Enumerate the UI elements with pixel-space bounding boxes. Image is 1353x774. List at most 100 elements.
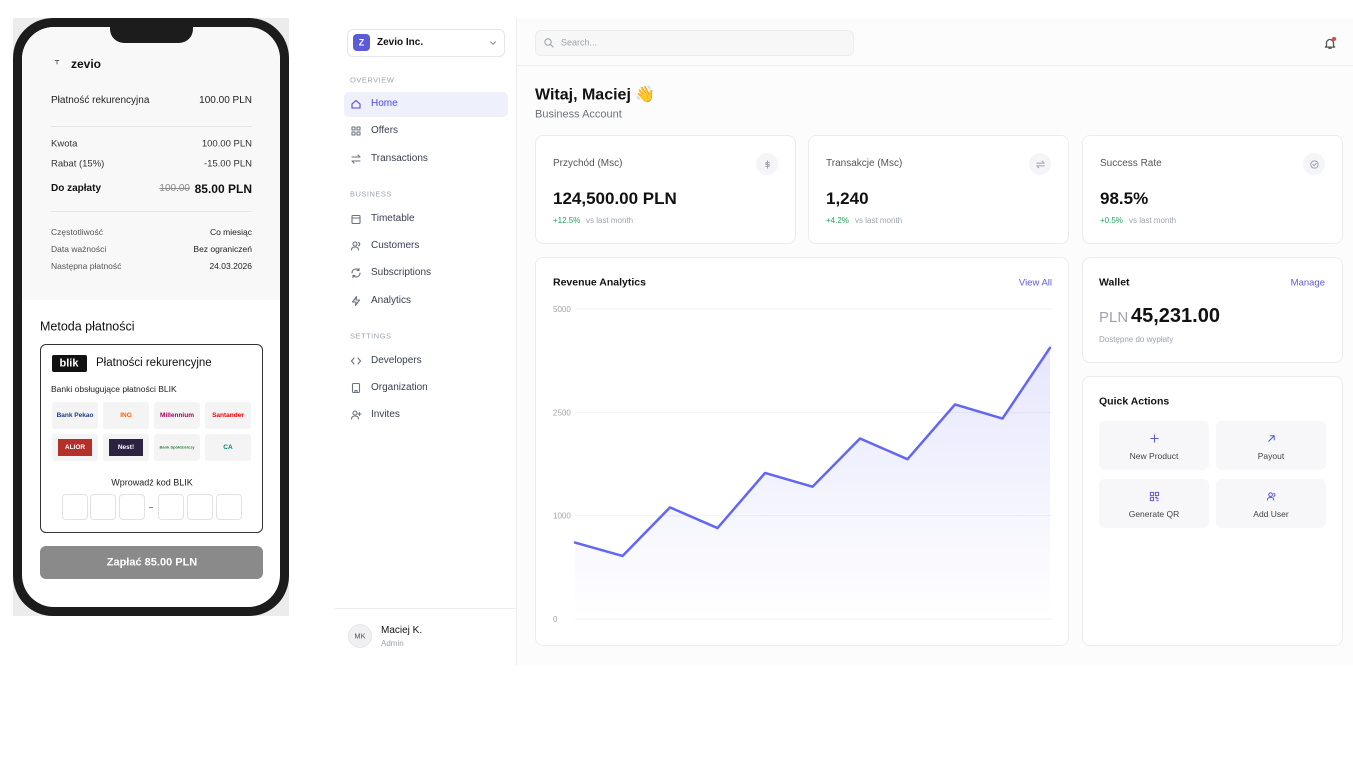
quick-action-icon-part [1267,434,1275,442]
quick-action-icon-part [1149,491,1154,496]
quick-action-icon-part [1154,496,1159,501]
stat-icon-part [764,159,770,169]
stat-value: 124,500.00 PLN [553,188,677,208]
stat-card [808,135,1069,244]
quick-action[interactable] [1216,421,1326,470]
pay-button[interactable] [40,546,263,579]
nav-item-active-bg[interactable] [344,92,508,117]
stat-label: Transakcje (Msc) [826,158,903,169]
nav-icon [351,214,361,225]
topbar-border [517,65,1353,66]
stat-icon [764,159,770,169]
code-input[interactable] [119,494,145,520]
stat-value: 1,240 [826,188,869,208]
stat-icon-part [1311,162,1317,166]
divider [51,211,252,212]
chart-title: Revenue Analytics [553,276,646,289]
greeting-subtitle: Business Account [535,108,622,121]
stat-label: Success Rate [1100,158,1162,169]
stat-change: +4.2% [826,216,849,226]
code-label: Wprowadź kod BLIK [111,477,193,488]
quick-action[interactable] [1099,479,1209,528]
nav-item[interactable]: Developers [371,355,422,366]
amount-value: -15.00 PLN [203,158,252,170]
nav-item[interactable]: Analytics [371,295,412,306]
nav-icon [351,267,361,279]
bank-tile[interactable] [52,402,98,429]
chevron [490,41,496,45]
quick-action[interactable] [1099,421,1209,470]
user-name: Maciej K. [381,625,423,636]
search-icon-part [549,43,554,48]
quick-action-label[interactable]: Payout [1257,450,1285,461]
detail-label: Data ważności [51,243,107,254]
pay-button-label[interactable]: Zapłać 85.00 PLN [106,556,198,569]
nav-icon-part [351,295,361,307]
bank-tile[interactable] [154,434,200,461]
code-input[interactable] [187,494,213,520]
phone-notch [110,22,193,43]
stat-note: vs last month [855,216,903,226]
brand-icon [54,60,60,65]
quick-action-label[interactable]: Add User [1253,508,1289,519]
chart-action[interactable]: View All [1018,277,1052,289]
bank-name: Nest! [117,443,135,451]
nav-icon-part [351,214,361,225]
quick-action-icon-part [1267,491,1273,497]
search-box[interactable] [535,30,854,56]
brand-icon-part [54,60,60,65]
quick-action-icon-part [1149,433,1159,443]
y-tick-label: 5000 [553,305,571,314]
nav-item[interactable]: Organization [371,382,428,393]
code-input[interactable] [62,494,88,520]
blik-logo: blik [59,357,79,370]
bank-tile[interactable] [154,402,200,429]
nav-icon [350,357,362,365]
bank-tile[interactable] [103,402,149,429]
quick-action-label[interactable]: New Product [1129,450,1179,461]
nav-icon [351,126,361,136]
quick-action-icon [1267,434,1275,442]
bank-tile[interactable] [205,434,251,461]
nav-icon-part [351,126,356,131]
code-input[interactable] [90,494,116,520]
total-old-value: 100.00 [159,183,190,194]
nav-item[interactable]: Home [371,98,398,109]
total-label: Do zapłaty [51,183,102,194]
nav-item[interactable]: Customers [371,240,420,251]
total-value: 85.00 PLN [194,181,252,196]
code-input[interactable] [216,494,242,520]
amount-label: Kwota [51,138,78,150]
bank-name: CA [223,443,233,451]
nav-icon [351,154,361,164]
nav-icon-part [352,410,358,416]
search-placeholder[interactable]: Search... [561,37,598,48]
stat-change: +0.5% [1100,216,1123,226]
greeting-title: Witaj, Maciej 👋 [535,86,656,104]
nav-item[interactable]: Invites [371,409,400,420]
nav-item[interactable]: Subscriptions [371,267,432,278]
detail-value: 24.03.2026 [209,260,252,271]
company-selector[interactable] [347,29,505,57]
bank-name: Bank Spółdzielczy [159,444,195,450]
sidebar [335,18,517,665]
nav-item[interactable]: Transactions [371,153,428,164]
stat-card [535,135,796,244]
quick-action[interactable] [1216,479,1326,528]
nav-icon [350,410,362,420]
blik-title: Płatności rekurencyjne [96,357,212,370]
nav-section-title: BUSINESS [350,189,392,199]
revenue-chart: 0 1000 2500 5000 [553,305,1052,624]
banks-label: Banki obsługujące płatności BLIK [51,383,177,394]
wallet-action[interactable]: Manage [1290,277,1325,289]
code-input[interactable] [158,494,184,520]
summary-value: 100.00 PLN [199,95,252,106]
quick-action-label[interactable]: Generate QR [1128,508,1180,519]
nav-item[interactable]: Timetable [371,213,415,224]
nav-item[interactable]: Offers [371,125,399,136]
quick-actions-title: Quick Actions [1099,395,1170,408]
company-initial: Z [358,37,365,48]
stat-note: vs last month [1129,216,1177,226]
bank-tile[interactable] [205,402,251,429]
